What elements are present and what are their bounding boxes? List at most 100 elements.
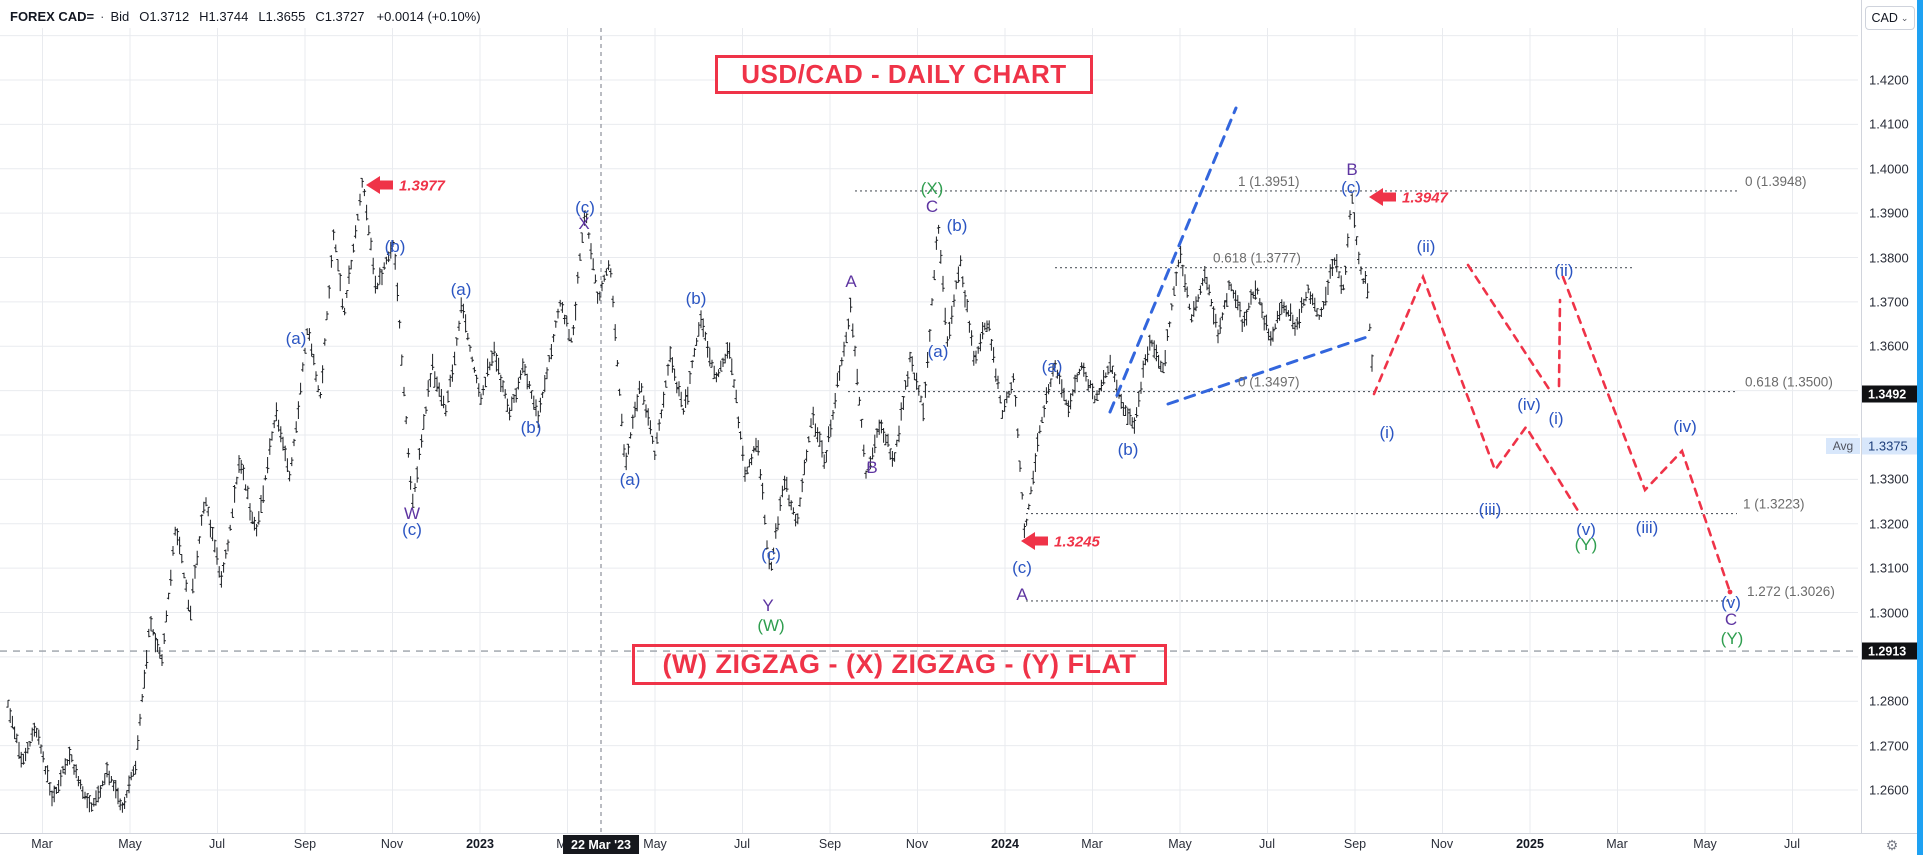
currency-toggle-button[interactable]: CAD ⌄	[1865, 6, 1915, 30]
wave-label: (a)	[451, 280, 472, 299]
wave-label: A	[1016, 585, 1028, 604]
price-tick-label: 1.3000	[1869, 605, 1909, 620]
time-tick-month: May	[118, 837, 142, 851]
price-tick-label: 1.3200	[1869, 516, 1909, 532]
wave-label: C	[926, 197, 938, 216]
wave-label: C	[1725, 610, 1737, 629]
crosshair-date-box: 22 Mar '23	[563, 835, 639, 854]
wave-label: (c)	[575, 198, 595, 217]
fib-level-label: 1 (1.3223)	[1743, 497, 1805, 512]
time-tick-month: Nov	[1430, 837, 1454, 851]
price-tick-label: 1.2600	[1869, 782, 1909, 798]
wave-label: (c)	[1341, 178, 1361, 197]
price-axis[interactable]: CAD ⌄ 1.4200 1.4100 1.4000 1.3900 1.3800 1.37…	[1861, 0, 1918, 855]
price-tick-label: 1.3100	[1869, 560, 1909, 576]
wave-label: (b)	[686, 289, 707, 308]
time-tick-month: Jul	[734, 837, 750, 851]
wave-label: W	[404, 504, 420, 523]
price-arrows: 1.3977 1.3245 1.3947	[366, 176, 1449, 551]
time-tick-year: 2025	[1516, 837, 1544, 851]
price-tick-label: 1.3300	[1869, 471, 1909, 487]
time-tick-month: Mar	[1081, 837, 1103, 851]
red-projection-paths[interactable]	[1372, 263, 1733, 595]
wave-label: (iii)	[1636, 518, 1659, 537]
currency-label: CAD	[1871, 11, 1898, 25]
fib-level-label: 0.618 (1.3777)	[1213, 251, 1301, 266]
wave-label: (b)	[947, 216, 968, 235]
price-tick-label: 1.4100	[1869, 116, 1909, 132]
time-tick-year: 2023	[466, 837, 494, 851]
level-price-box: 1.2913	[1862, 642, 1918, 660]
gridlines	[0, 28, 1858, 833]
time-tick-month: May	[1168, 837, 1192, 851]
wave-label: (b)	[521, 418, 542, 437]
time-tick-year: 2024	[991, 837, 1019, 851]
wave-label: (iii)	[1479, 500, 1502, 519]
wave-label: (X)	[921, 179, 944, 198]
price-tick-label: 1.2800	[1869, 693, 1909, 709]
time-tick-month: Jul	[1259, 837, 1275, 851]
wave-label: (ii)	[1555, 261, 1574, 280]
fib-level-label: 1 (1.3951)	[1238, 174, 1300, 189]
quote-open: O1.3712	[139, 8, 190, 24]
wave-label: Y	[762, 596, 773, 615]
price-arrow-label: 1.3977	[399, 178, 446, 195]
symbol-name[interactable]: FOREX CAD=	[10, 8, 95, 24]
time-tick-month: Mar	[1606, 837, 1628, 851]
wave-label: (b)	[1118, 440, 1139, 459]
time-tick-month: Nov	[380, 837, 404, 851]
wave-label: (c)	[761, 545, 781, 564]
quote-close: C1.3727	[315, 8, 365, 24]
gear-icon[interactable]: ⚙	[1885, 836, 1899, 853]
fib-level-label: 0 (1.3497)	[1238, 375, 1300, 390]
pattern-banner: (W) ZIGZAG - (X) ZIGZAG - (Y) FLAT	[632, 644, 1167, 685]
time-tick-month: Sep	[818, 837, 842, 851]
wave-labels: (a)(b)W(c)(a)(b)(c)X(a)(b)(c)Y(W)AB(X)C(…	[286, 160, 1744, 648]
wave-label: (v)	[1721, 593, 1741, 612]
symbol-toolbar: FOREX CAD= · Bid O1.3712 H1.3744 L1.3655…	[10, 6, 481, 26]
avg-price-box: 1.3375	[1862, 437, 1918, 455]
quote-high: H1.3744	[199, 8, 249, 24]
wave-label: (iv)	[1673, 417, 1697, 436]
time-tick-month: May	[643, 837, 667, 851]
avg-tag-chip: Avg	[1826, 438, 1860, 455]
wave-label: (a)	[286, 329, 307, 348]
price-arrow-label: 1.3245	[1054, 534, 1101, 551]
wave-label: (Y)	[1575, 535, 1598, 554]
window-edge-highlight	[1917, 0, 1923, 855]
time-tick-month: Nov	[905, 837, 929, 851]
wave-label: A	[845, 272, 857, 291]
price-arrow-label: 1.3947	[1402, 190, 1449, 207]
wave-label: (b)	[385, 237, 406, 256]
quote-low: L1.3655	[258, 8, 306, 24]
fibonacci-lines[interactable]	[848, 190, 1737, 602]
wave-label: (W)	[757, 616, 784, 635]
wave-label: (ii)	[1417, 237, 1436, 256]
price-tick-label: 1.2700	[1869, 738, 1909, 754]
fib-level-labels: 1 (1.3951) 0.618 (1.3777) 0 (1.3497) 0 (1.3…	[1213, 174, 1835, 599]
blue-trendlines[interactable]	[1108, 106, 1369, 414]
price-tick-label: 1.3900	[1869, 205, 1909, 221]
time-axis[interactable]: Mar May Jul Sep Nov 2023 Mar May Jul Sep Nov 2024 Ma…	[0, 833, 1861, 856]
fib-level-label: 0 (1.3948)	[1745, 174, 1807, 189]
wave-label: B	[1346, 160, 1357, 179]
wave-label: (a)	[928, 342, 949, 361]
wave-label: X	[578, 214, 589, 233]
time-tick-month: Jul	[209, 837, 225, 851]
wave-label: (i)	[1379, 423, 1394, 442]
axis-corner: ⚙	[1861, 833, 1923, 856]
wave-label: (v)	[1576, 520, 1596, 539]
fib-level-label: 1.272 (1.3026)	[1747, 584, 1835, 599]
wave-label: (iv)	[1517, 395, 1541, 414]
wave-label: (i)	[1548, 409, 1563, 428]
separator-dot: ·	[100, 8, 105, 24]
wave-label: (a)	[1042, 357, 1063, 376]
time-tick-month: May	[1693, 837, 1717, 851]
price-bars	[6, 177, 1374, 813]
last-price-box: 1.3492	[1862, 385, 1918, 403]
fib-level-label: 0.618 (1.3500)	[1745, 375, 1833, 390]
chevron-down-icon: ⌄	[1900, 12, 1909, 23]
price-tick-label: 1.3700	[1869, 294, 1909, 310]
